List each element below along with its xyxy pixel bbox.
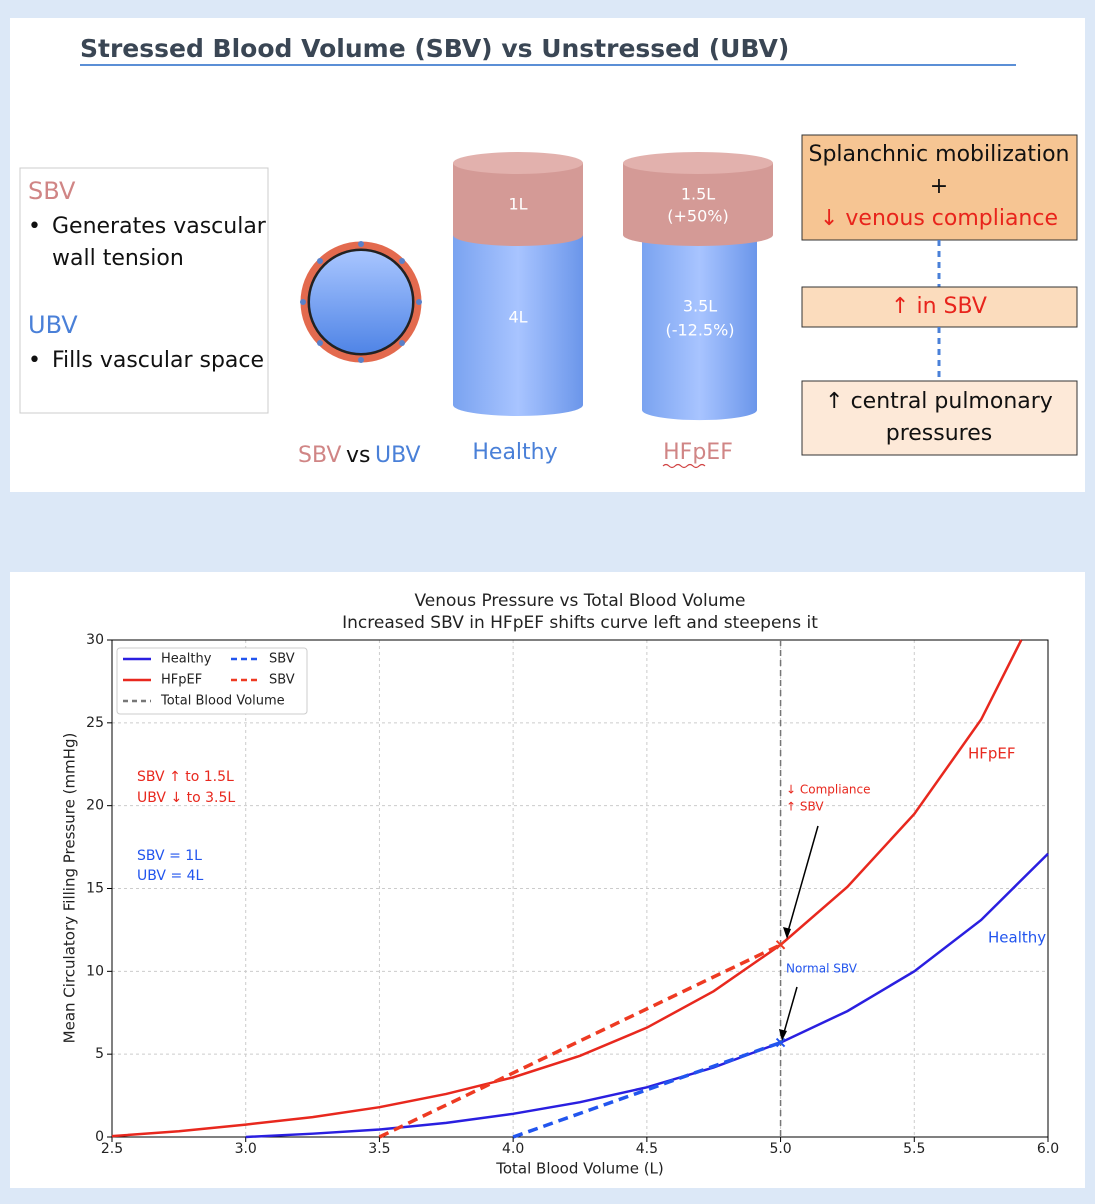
series-line (111, 639, 1023, 1138)
x-axis-label: Total Blood Volume (L) (495, 1160, 664, 1178)
end-marker (775, 1037, 786, 1048)
hfpef-sbv-change: (+50%) (667, 207, 728, 226)
end-marker (775, 940, 786, 950)
legend-label: SBV (269, 652, 295, 667)
ubv-bullet: Fills vascular space (52, 348, 264, 373)
annotation: UBV = 4L (137, 868, 204, 884)
y-tick-label: 15 (86, 881, 104, 897)
flow-box (801, 134, 1078, 241)
legend-box (19, 167, 269, 414)
sbv-bullet: wall tension (52, 246, 184, 271)
annotation: SBV ↑ to 1.5L (137, 769, 234, 785)
y-tick-label: 20 (86, 798, 104, 814)
annotation: ↑ SBV (786, 800, 824, 814)
curve-label: Healthy (988, 929, 1046, 947)
y-tick-label: 5 (95, 1046, 104, 1062)
curve-label: HFpEF (968, 745, 1016, 763)
hfpef-label: HFpEF (663, 440, 733, 465)
annotation: Normal SBV (786, 962, 858, 976)
x-tick-label: 5.0 (769, 1141, 791, 1157)
annotation: UBV ↓ to 3.5L (137, 790, 235, 806)
legend-label: Total Blood Volume (160, 694, 285, 709)
y-axis-label: Mean Circulatory Filling Pressure (mmHg) (61, 733, 79, 1044)
legend: Healthy SBV HFpEF SBV Total Blood Volume (116, 647, 308, 715)
y-tick-label: 0 (95, 1129, 104, 1145)
annotation: SBV = 1L (137, 848, 202, 864)
healthy-ubv: 4L (508, 308, 527, 327)
flow-text: ↑ central pulmonary (825, 389, 1053, 414)
slide-title: Stressed Blood Volume (SBV) vs Unstresse… (80, 34, 789, 63)
series-line (378, 943, 782, 1139)
wall-dots (300, 241, 422, 363)
plot (111, 639, 1049, 1139)
flow-text: ↓ venous compliance (820, 206, 1058, 231)
x-tick-label: 4.5 (636, 1141, 658, 1157)
y-tick-label: 10 (86, 963, 104, 979)
hfpef-ubv: 3.5L (683, 297, 717, 316)
y-tick-label: 30 (86, 632, 104, 648)
bullet: • (28, 214, 41, 239)
caption-vs: vs (346, 443, 370, 468)
flow-text: + (930, 174, 948, 199)
flow-text: ↑ in SBV (891, 294, 987, 319)
annotation: ↓ Compliance (786, 783, 871, 797)
bullet: • (28, 348, 41, 373)
vessel-lumen (308, 249, 414, 355)
plot-frame (111, 639, 1049, 1138)
hfpef-sbv: 1.5L (681, 185, 715, 204)
sbv-bullet: Generates vascular (52, 214, 267, 239)
annotation-arrowhead (779, 1029, 787, 1041)
annotation-arrowhead (783, 927, 791, 939)
annotation-arrow (782, 986, 798, 1037)
ubv-heading: UBV (28, 311, 78, 339)
series-line (245, 852, 1049, 1139)
legend-frame (116, 647, 308, 715)
legend-label: SBV (269, 673, 295, 688)
caption-sbv: SBV (298, 443, 341, 468)
annotation-arrow (786, 825, 819, 936)
x-tick-label: 6.0 (1037, 1141, 1059, 1157)
caption-ubv: UBV (375, 443, 421, 468)
flow-text: pressures (886, 421, 993, 446)
x-tick-label: 2.5 (101, 1141, 123, 1157)
x-tick-label: 5.5 (903, 1141, 925, 1157)
legend-label: Healthy (161, 652, 212, 667)
sbv-heading: SBV (28, 177, 76, 205)
spell-underline (662, 463, 706, 469)
chart-subtitle: Increased SBV in HFpEF shifts curve left… (342, 613, 818, 633)
flow-box (801, 286, 1078, 328)
hfpef-cylinder (623, 152, 773, 421)
healthy-sbv: 1L (508, 195, 527, 214)
healthy-label: Healthy (472, 440, 557, 465)
flow-box (801, 380, 1078, 456)
y-tick-label: 25 (86, 715, 104, 731)
legend-label: HFpEF (161, 673, 202, 688)
hfpef-ubv-change: (-12.5%) (665, 321, 734, 340)
x-tick-label: 4.0 (502, 1141, 524, 1157)
flow-text: Splanchnic mobilization (808, 142, 1069, 167)
x-tick-label: 3.0 (235, 1141, 257, 1157)
x-tick-label: 3.5 (368, 1141, 390, 1157)
chart-title: Venous Pressure vs Total Blood Volume (414, 591, 745, 611)
healthy-cylinder (453, 152, 583, 416)
